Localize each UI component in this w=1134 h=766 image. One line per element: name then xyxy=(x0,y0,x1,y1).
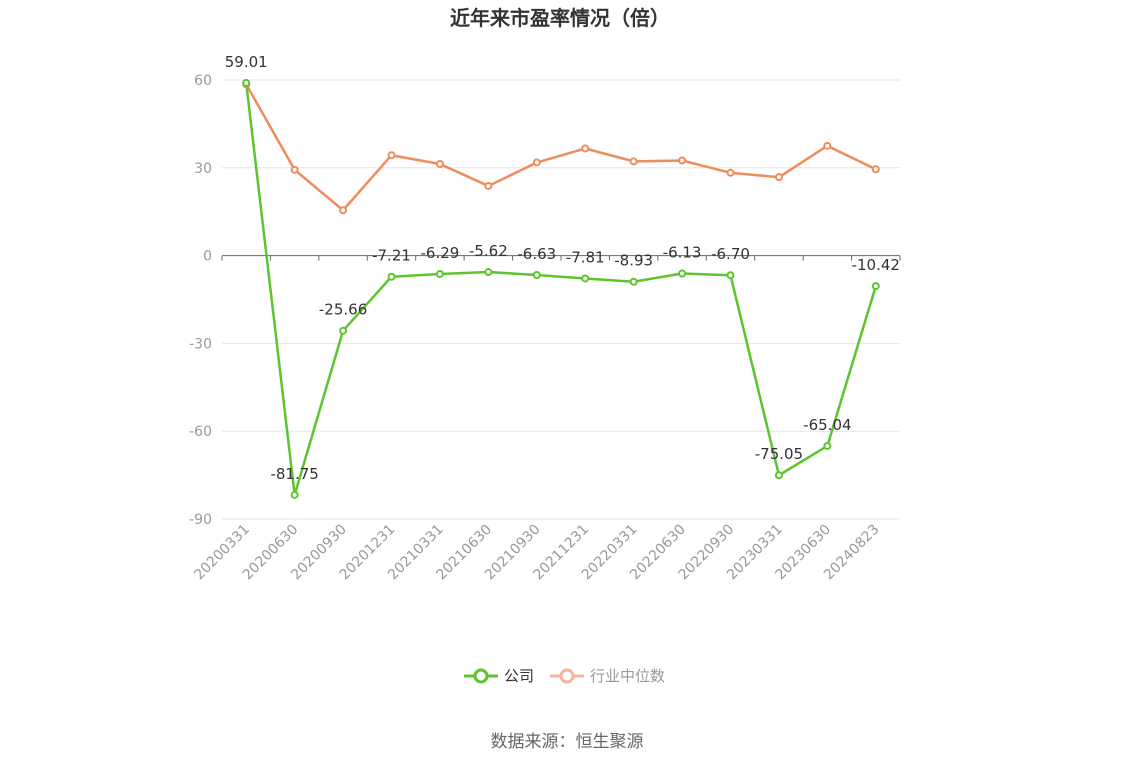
data-point-company xyxy=(339,326,348,335)
data-label: -6.70 xyxy=(711,245,750,263)
y-tick-label: -60 xyxy=(189,424,212,440)
chart-grid xyxy=(222,79,900,520)
data-label: -75.05 xyxy=(755,445,803,463)
data-labels: 59.01 -81.75 -25.66 -7.21 -6.29 -5.62 -6.63 -7.… xyxy=(225,53,900,483)
data-point-company xyxy=(290,490,299,499)
data-label: -6.29 xyxy=(421,244,460,262)
data-point-company xyxy=(726,271,735,280)
data-label: -25.66 xyxy=(319,301,367,319)
chart-title: 近年来市盈率情况（倍） xyxy=(450,6,670,30)
data-point-industry-median xyxy=(581,144,590,153)
data-point-company xyxy=(823,441,832,450)
data-label: -6.63 xyxy=(517,245,556,263)
data-label: -8.93 xyxy=(614,252,653,270)
data-label: 59.01 xyxy=(225,53,268,71)
legend-label-industry: 行业中位数 xyxy=(590,667,665,685)
data-point-company xyxy=(774,471,783,480)
data-label: -5.62 xyxy=(469,242,508,260)
y-tick-label: -30 xyxy=(189,336,212,352)
y-tick-label: -90 xyxy=(189,512,212,528)
data-point-industry-median xyxy=(629,157,638,166)
data-point-company xyxy=(678,269,687,278)
legend-item-industry-median[interactable]: 行业中位数 xyxy=(550,667,665,685)
data-point-company xyxy=(484,268,493,277)
data-point-industry-median xyxy=(339,206,348,215)
series-points xyxy=(242,78,880,499)
data-point-industry-median xyxy=(484,181,493,190)
data-label: -6.13 xyxy=(663,244,702,262)
y-tick-label: 60 xyxy=(194,73,212,89)
data-point-industry-median xyxy=(678,156,687,165)
data-point-company xyxy=(629,277,638,286)
legend-item-company[interactable]: 公司 xyxy=(464,667,534,685)
data-point-company xyxy=(581,274,590,283)
data-point-industry-median xyxy=(532,158,541,167)
data-point-industry-median xyxy=(435,159,444,168)
data-point-industry-median xyxy=(726,168,735,177)
data-label: -7.21 xyxy=(372,247,411,265)
data-point-industry-median xyxy=(823,141,832,150)
legend-marker-company xyxy=(473,668,489,684)
legend-label-company: 公司 xyxy=(504,667,534,685)
data-label: -10.42 xyxy=(852,256,900,274)
data-point-industry-median xyxy=(774,173,783,182)
data-point-company xyxy=(435,270,444,279)
data-point-industry-median xyxy=(387,151,396,160)
data-point-company xyxy=(387,272,396,281)
y-axis: 60 30 0 -30 -60 -90 xyxy=(189,73,212,528)
series-lines xyxy=(244,82,877,497)
source-note: 数据来源：恒生聚源 xyxy=(491,732,644,752)
data-label: -7.81 xyxy=(566,248,605,266)
series-line-industry-median xyxy=(245,83,877,212)
data-point-company xyxy=(532,271,541,280)
data-point-industry-median xyxy=(290,165,299,174)
data-label: -81.75 xyxy=(270,465,318,483)
y-tick-label: 30 xyxy=(194,161,212,177)
y-tick-label: 0 xyxy=(203,249,212,265)
x-axis: 2020033120200630202009302020123120210331… xyxy=(191,255,901,583)
data-point-company xyxy=(871,282,880,291)
data-point-industry-median xyxy=(871,165,880,174)
legend[interactable]: 公司 行业中位数 xyxy=(464,667,665,685)
legend-marker-industry xyxy=(559,668,575,684)
data-label: -65.04 xyxy=(803,416,851,434)
data-point-company xyxy=(242,78,251,87)
series-line-company xyxy=(244,82,877,497)
